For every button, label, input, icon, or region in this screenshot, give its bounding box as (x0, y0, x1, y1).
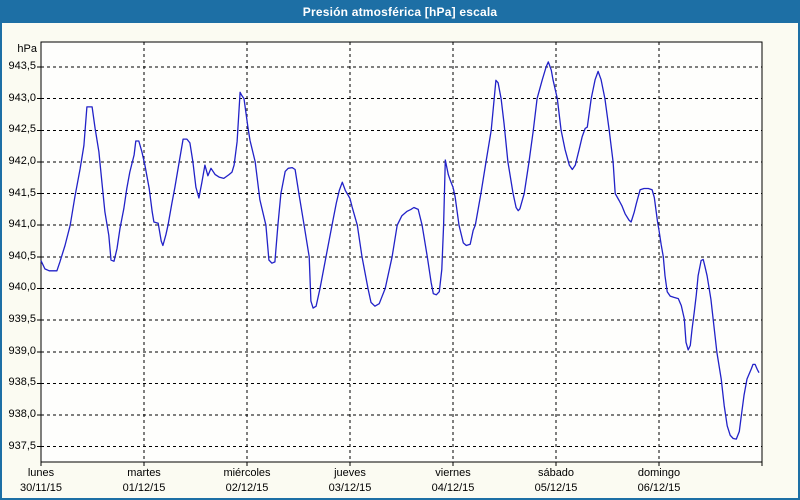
y-axis-label: 942,5 (8, 123, 36, 135)
x-axis-day-label: domingo (637, 467, 681, 479)
window-title: Presión atmosférica [hPa] escala (302, 5, 498, 19)
y-axis-label: 941,0 (8, 218, 36, 230)
x-axis-day-label: sábado (537, 467, 575, 479)
x-axis-day-label: lunes (27, 467, 55, 479)
y-axis-label: 941,5 (8, 187, 36, 199)
y-axis-label: 938,5 (8, 376, 36, 388)
x-axis-date-label: 06/12/15 (637, 482, 681, 494)
title-bar: Presión atmosférica [hPa] escala (2, 2, 798, 23)
y-axis-label: 943,0 (8, 92, 36, 104)
x-axis-date-label: 04/12/15 (431, 482, 475, 494)
y-axis-label: 938,0 (8, 408, 36, 420)
y-axis-label: 939,0 (8, 345, 36, 357)
y-axis-label: 940,0 (8, 281, 36, 293)
y-axis-label: 937,5 (8, 440, 36, 452)
x-axis-day-label: viernes (435, 467, 471, 479)
x-axis-day-label: martes (127, 467, 161, 479)
x-axis-date-label: 05/12/15 (534, 482, 578, 494)
y-axis-label: 939,5 (8, 313, 36, 325)
y-axis-label: 943,5 (8, 60, 36, 72)
x-axis-date-label: 02/12/15 (225, 482, 269, 494)
y-axis-label: 942,0 (8, 155, 36, 167)
x-axis-day-label: jueves (334, 467, 366, 479)
x-axis-date-label: 03/12/15 (328, 482, 372, 494)
x-axis-day-label: miércoles (223, 467, 271, 479)
pressure-line (40, 61, 760, 440)
x-axis-date-label: 01/12/15 (122, 482, 166, 494)
y-axis-label: 940,5 (8, 250, 36, 262)
plot-border (40, 41, 763, 463)
y-axis-unit-label: hPa (17, 43, 37, 55)
x-axis-date-label: 30/11/15 (19, 482, 62, 494)
